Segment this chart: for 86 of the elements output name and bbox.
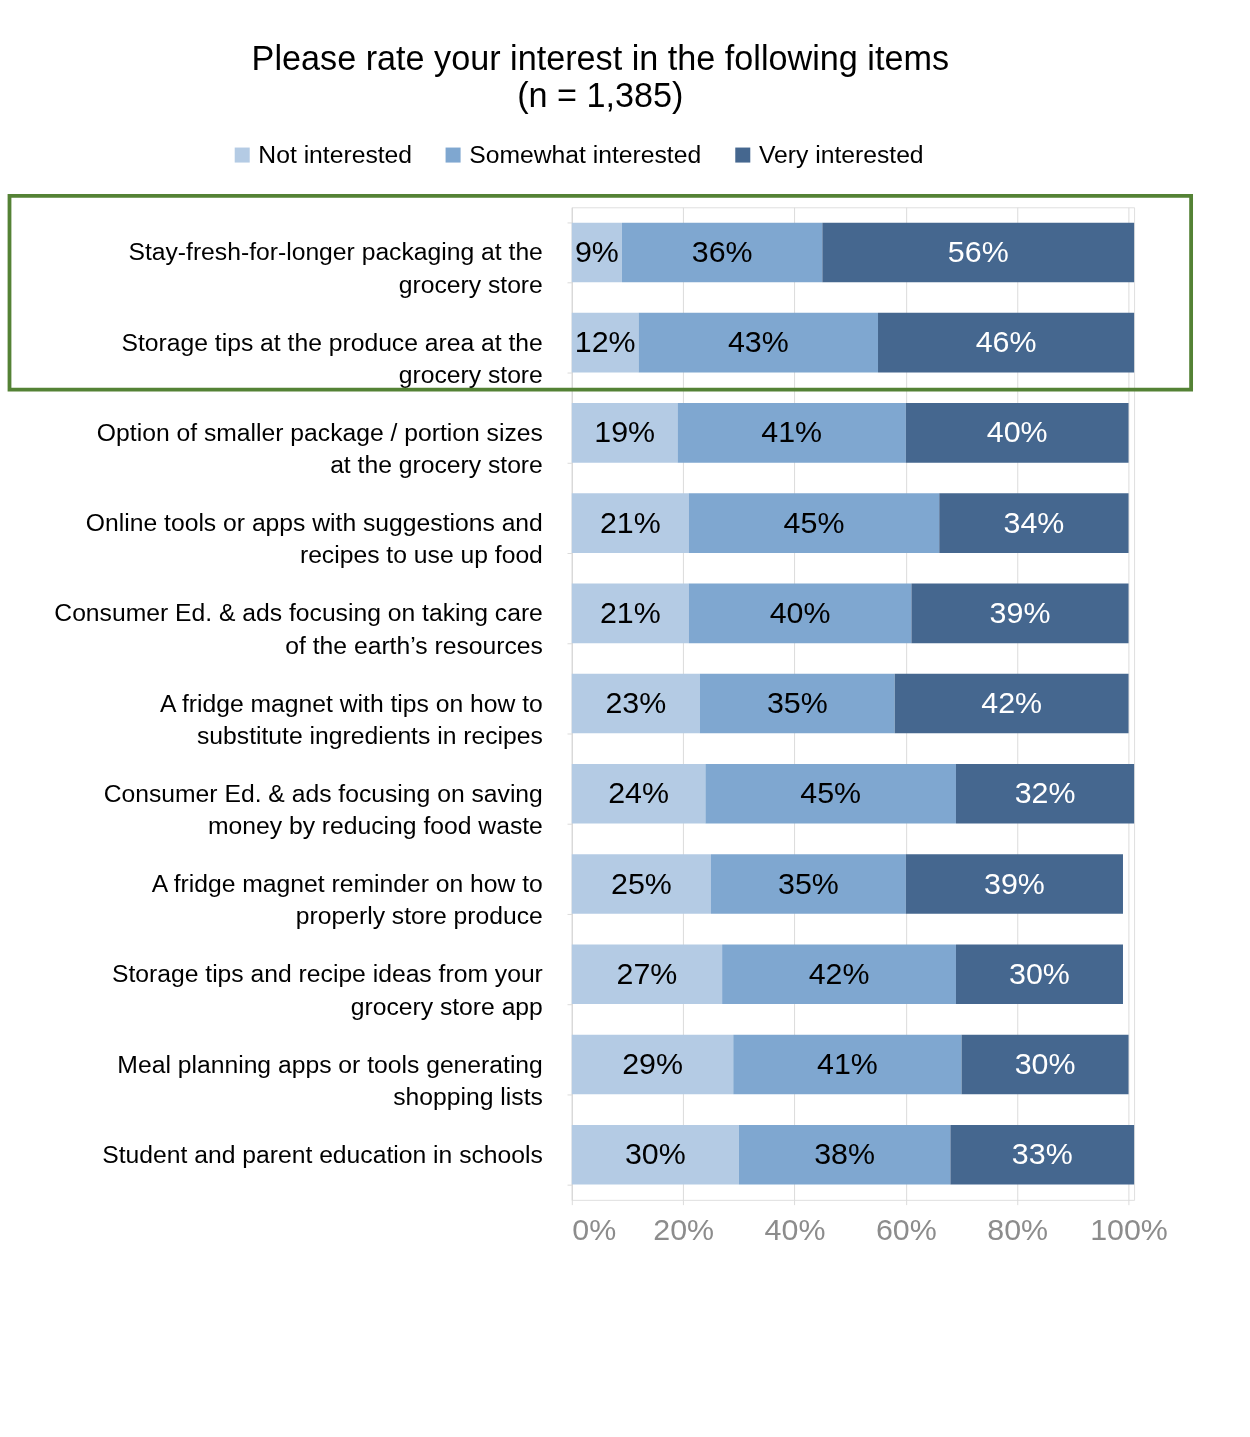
bar (571, 854, 711, 914)
data-label: 21% (599, 594, 661, 629)
legend-label: Not interested (258, 140, 413, 168)
bar (905, 403, 1129, 463)
data-label: 42% (808, 955, 870, 990)
legend-label: Somewhat interested (469, 140, 702, 168)
data-label: 40% (769, 594, 831, 629)
data-label: 30% (1009, 955, 1070, 990)
bar (571, 944, 723, 1005)
data-label: 56% (947, 233, 1009, 268)
data-label: 9% (574, 233, 619, 268)
bar (738, 1124, 951, 1185)
data-label: 41% (761, 414, 823, 449)
y-tick-label: Option of smaller package / portion sizes at the grocery store (96, 418, 543, 479)
data-label: 21% (599, 504, 661, 539)
bar (571, 583, 689, 644)
legend-label: Very interested (758, 140, 924, 168)
data-label: 45% (783, 504, 845, 539)
y-tick-label: Online tools or apps with suggestions and recipes to use up food (85, 509, 543, 569)
bar (955, 944, 1123, 1005)
chart-subtitle: (n = 1,385) (517, 75, 684, 114)
bar (688, 583, 912, 644)
x-tick-label: 20% (653, 1212, 715, 1247)
y-tick-label: Stay-fresh-for-longer packaging at the grocery store (128, 238, 543, 298)
x-tick-label: 0% (572, 1212, 617, 1247)
y-tick-label: Consumer Ed. & ads focusing on saving money by reducing food waste (103, 779, 543, 840)
data-label: 40% (986, 414, 1048, 449)
data-label: 25% (611, 865, 672, 900)
data-label: 39% (984, 865, 1045, 900)
bar (571, 673, 700, 734)
bar (571, 403, 678, 463)
bar (688, 493, 940, 553)
bar (878, 312, 1135, 373)
bar (710, 854, 906, 914)
data-label: 19% (594, 414, 656, 449)
data-label: 41% (817, 1046, 878, 1081)
data-label: 35% (766, 685, 828, 720)
y-tick-label: A fridge magnet reminder on how to properly store produce (151, 870, 543, 930)
bar (822, 222, 1135, 283)
bar (911, 583, 1129, 644)
x-tick-label: 40% (764, 1212, 826, 1247)
chart-title: Please rate your interest in the following items (251, 38, 949, 77)
data-label: 24% (608, 775, 670, 810)
bar (677, 403, 906, 463)
data-label: 46% (975, 324, 1037, 359)
bar (571, 493, 689, 553)
data-label: 35% (778, 865, 839, 900)
y-tick-label: Student and parent education in schools (102, 1140, 543, 1168)
bar (955, 764, 1135, 824)
data-label: 39% (989, 594, 1051, 629)
bar (705, 764, 956, 824)
bar (733, 1034, 962, 1095)
data-label: 12% (574, 324, 636, 359)
bar (894, 673, 1129, 734)
data-label: 27% (616, 955, 678, 990)
bar (638, 312, 879, 373)
data-label: 34% (1003, 504, 1065, 539)
data-label: 36% (691, 233, 753, 268)
bar (905, 854, 1123, 914)
bar (571, 1124, 739, 1185)
y-tick-label: A fridge magnet with tips on how to substitute ingredients in recipes (159, 689, 543, 749)
bar (621, 222, 823, 283)
data-label: 33% (1011, 1136, 1073, 1171)
data-label: 30% (624, 1136, 686, 1171)
y-tick-label: Consumer Ed. & ads focusing on taking care of the earth’s resources (54, 599, 543, 659)
data-label: 29% (622, 1046, 683, 1081)
data-label: 43% (727, 324, 789, 359)
data-label: 30% (1014, 1046, 1076, 1081)
bar (961, 1034, 1129, 1095)
bar (699, 673, 895, 734)
x-tick-label: 100% (1090, 1212, 1168, 1247)
y-tick-label: Storage tips at the produce area at the grocery store (121, 328, 543, 389)
data-label: 32% (1014, 775, 1076, 810)
x-tick-label: 60% (875, 1212, 937, 1247)
data-label: 42% (981, 685, 1043, 720)
data-label: 38% (814, 1136, 876, 1171)
bar (571, 1034, 734, 1095)
data-label: 23% (605, 685, 667, 720)
bar (939, 493, 1129, 553)
data-label: 45% (800, 775, 862, 810)
bar (722, 944, 956, 1005)
y-tick-label: Storage tips and recipe ideas from your grocery store app (111, 960, 543, 1020)
bar (950, 1124, 1135, 1185)
bar (571, 764, 706, 824)
x-tick-label: 80% (987, 1212, 1049, 1247)
y-tick-label: Meal planning apps or tools generating shopping lists (117, 1050, 543, 1110)
